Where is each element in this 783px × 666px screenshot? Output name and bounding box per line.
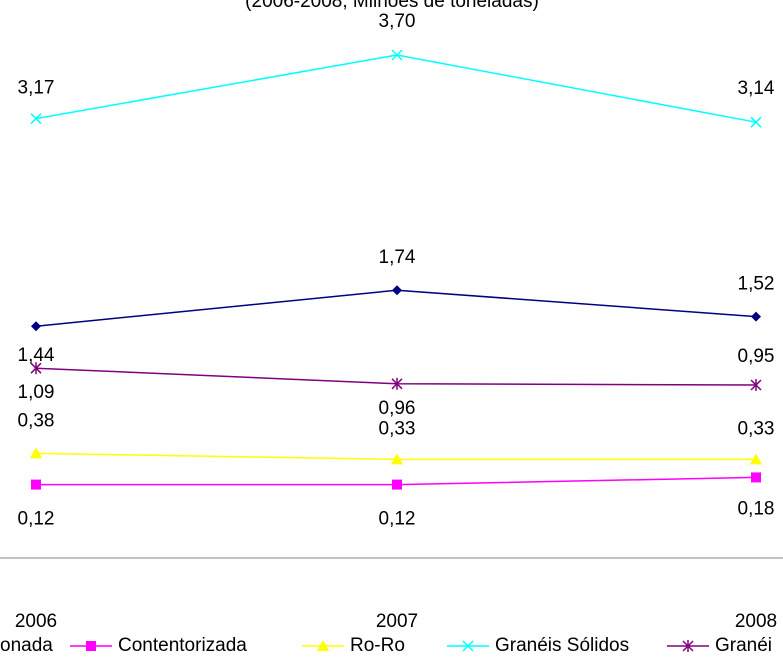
data-point (750, 116, 762, 128)
data-label: 1,44 (18, 345, 55, 366)
marker-shape (317, 640, 329, 651)
data-label: 0,12 (18, 509, 55, 530)
series-line (35, 54, 757, 123)
marker-shape (30, 447, 42, 459)
data-point (391, 49, 403, 61)
legend-marker (682, 640, 694, 652)
marker-shape (750, 453, 762, 465)
legend-label: Contentorizada (118, 635, 247, 656)
marker-shape (31, 321, 41, 332)
data-point (392, 479, 402, 490)
marker-shape (30, 113, 42, 125)
data-label: 0,12 (379, 509, 416, 530)
data-label: 3,17 (18, 78, 55, 99)
data-point (30, 113, 42, 125)
x-tick-label: 2006 (15, 611, 57, 632)
legend-label: Granéi (715, 635, 772, 656)
x-tick-label: 2007 (376, 611, 418, 632)
data-label: 1,52 (738, 274, 775, 295)
series-line (35, 289, 757, 327)
marker-shape (750, 116, 762, 128)
data-label: 3,70 (379, 11, 416, 32)
x-tick-label: 2008 (735, 611, 777, 632)
marker-shape (391, 49, 403, 61)
data-label: 1,09 (18, 382, 55, 403)
marker-shape (86, 641, 96, 651)
data-point (392, 285, 402, 296)
data-point (750, 379, 762, 391)
data-label: 0,38 (18, 410, 55, 431)
data-point (751, 472, 761, 483)
marker-shape (751, 311, 761, 322)
data-point (30, 447, 42, 459)
data-point (751, 311, 761, 322)
legend-marker (462, 640, 474, 652)
data-label: 1,74 (379, 247, 416, 268)
marker-shape (392, 285, 402, 296)
legend-marker (317, 640, 329, 651)
legend-label: Ro-Ro (350, 635, 405, 656)
data-point (391, 453, 403, 465)
marker-shape (31, 479, 41, 490)
legend-label: onada (0, 635, 53, 656)
marker-shape (391, 453, 403, 465)
marker-shape (751, 472, 761, 483)
chart-title: (2006-2008, Milhões de toneladas) (245, 0, 539, 12)
marker-shape (392, 479, 402, 490)
marker-shape (462, 640, 474, 652)
data-point (391, 377, 403, 390)
legend-label: Granéis Sólidos (495, 635, 629, 656)
data-point (31, 479, 41, 490)
data-point (30, 362, 42, 375)
data-label: 0,33 (379, 418, 416, 439)
data-label: 0,96 (379, 398, 416, 419)
data-label: 0,95 (738, 346, 775, 367)
data-label: 0,33 (738, 418, 775, 439)
legend-marker (86, 641, 96, 651)
data-point (31, 321, 41, 332)
data-label: 0,18 (738, 498, 775, 519)
data-label: 3,14 (738, 78, 775, 99)
data-point (750, 453, 762, 465)
